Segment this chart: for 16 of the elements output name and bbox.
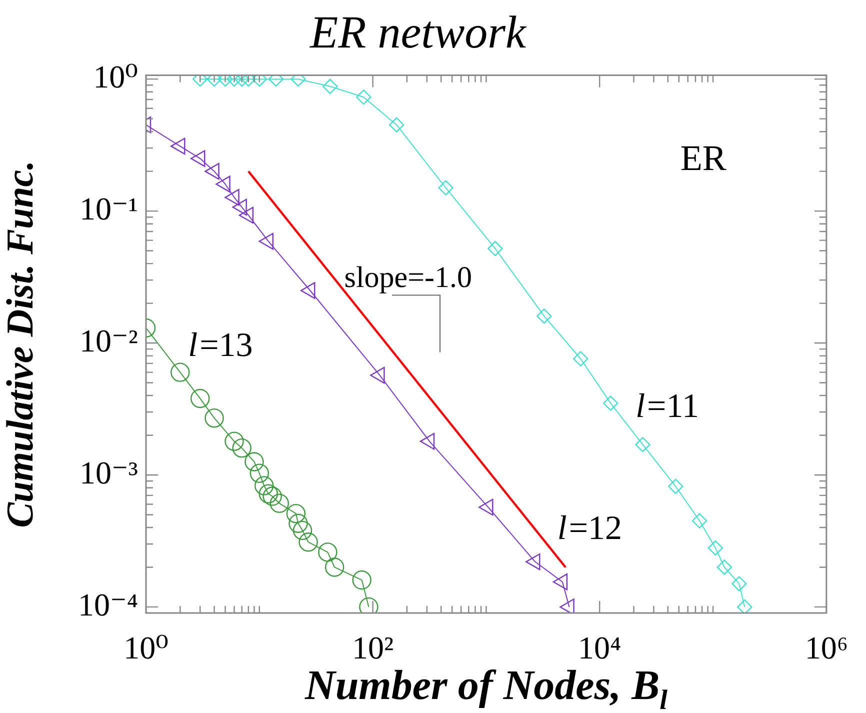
annotation: ER bbox=[680, 138, 726, 178]
annotation: slope=-1.0 bbox=[344, 261, 472, 294]
chart-title: ER network bbox=[309, 6, 528, 58]
x-tick-label: 10² bbox=[352, 630, 394, 666]
x-tick-label: 10⁰ bbox=[124, 630, 168, 666]
y-tick-label: 10⁻¹ bbox=[80, 190, 138, 226]
y-tick-label: 10⁻² bbox=[80, 322, 138, 358]
y-tick-label: 10⁰ bbox=[93, 58, 138, 94]
series-label: l=13 bbox=[188, 327, 253, 364]
y-tick-label: 10⁻⁴ bbox=[78, 586, 138, 622]
x-tick-label: 10⁴ bbox=[578, 630, 622, 666]
x-tick-label: 10⁶ bbox=[804, 630, 848, 666]
y-tick-label: 10⁻³ bbox=[80, 454, 138, 490]
y-axis-title: Cumulative Dist. Func. bbox=[0, 160, 42, 528]
series-label: l=12 bbox=[557, 510, 622, 547]
series-label: l=11 bbox=[636, 388, 699, 426]
